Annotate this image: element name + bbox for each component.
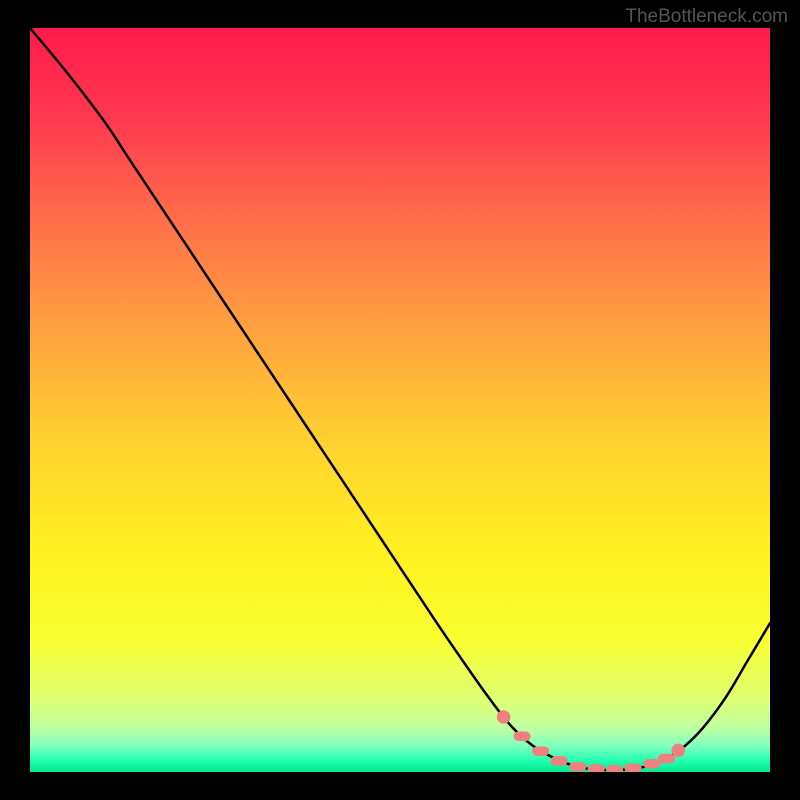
optimal-range-end-marker — [671, 744, 685, 758]
optimal-range-marker — [625, 764, 642, 772]
chart-plot-area — [30, 28, 770, 772]
optimal-range-start-marker — [497, 710, 511, 724]
optimal-range-marker — [569, 762, 586, 771]
optimal-range-marker — [588, 764, 605, 772]
optimal-range-marker — [551, 756, 568, 765]
chart-gradient-background — [30, 28, 770, 772]
optimal-range-marker — [514, 732, 531, 741]
optimal-range-marker — [532, 746, 549, 755]
watermark-text: TheBottleneck.com — [625, 6, 788, 28]
optimal-range-marker — [658, 754, 675, 763]
chart-svg — [30, 28, 770, 772]
optimal-range-marker — [643, 759, 660, 768]
optimal-range-marker — [606, 765, 623, 772]
